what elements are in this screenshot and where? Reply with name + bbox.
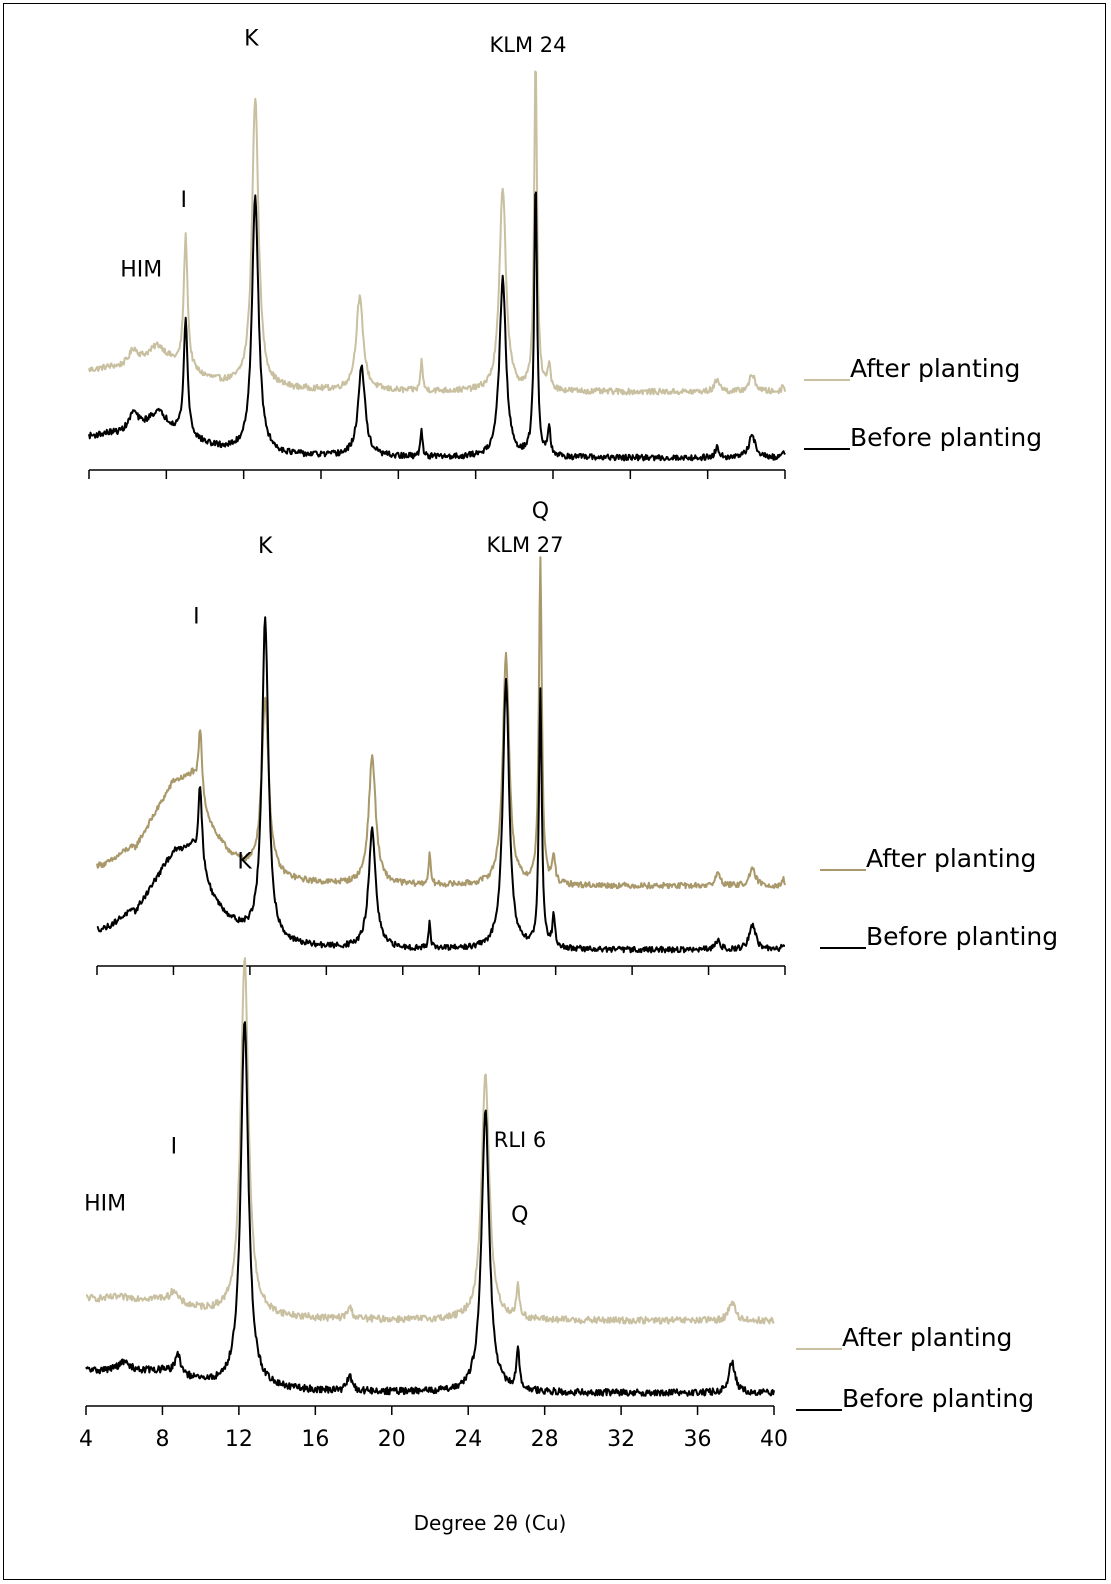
figure-frame: [3, 3, 1106, 1580]
x-tick-label: 28: [531, 1427, 559, 1452]
legend-label-before: Before planting: [866, 922, 1058, 951]
peak-label: HIM: [84, 1192, 126, 1217]
panel-rli6: RLI 6 4 8 12 16 20 24 28 32 36 40 HIM I K Q After pla…: [79, 850, 1034, 1535]
x-tick-label: 24: [454, 1427, 482, 1452]
legend-label-after: After planting: [866, 844, 1036, 873]
series-line-after: [88, 70, 786, 396]
x-tick-label: 40: [760, 1427, 788, 1452]
panel-klm27: KLM 27 I K Q After planting Before plantin…: [96, 499, 1058, 975]
panel-title: KLM 24: [490, 33, 567, 57]
series-line-before: [85, 1021, 775, 1397]
peak-label: I: [193, 605, 200, 630]
series-line-before: [88, 191, 786, 462]
peak-label: HIM: [120, 258, 162, 283]
peak-label: K: [258, 534, 273, 559]
panel-title: RLI 6: [494, 1128, 547, 1152]
peak-label: K: [237, 850, 252, 875]
legend-label-after: After planting: [842, 1323, 1012, 1352]
legend-label-before: Before planting: [850, 423, 1042, 452]
x-tick-label: 36: [684, 1427, 712, 1452]
x-tick-label: 8: [155, 1427, 169, 1452]
panel-title: KLM 27: [487, 533, 564, 557]
series-line-after: [96, 556, 786, 890]
peak-label: I: [171, 1135, 178, 1160]
peak-label: K: [244, 27, 259, 52]
peak-label: I: [180, 188, 187, 213]
x-tick-label: 16: [301, 1427, 329, 1452]
x-axis-label: Degree 2θ (Cu): [414, 1511, 567, 1535]
series-line-after: [85, 957, 775, 1325]
legend-label-after: After planting: [850, 354, 1020, 383]
x-tick-label: 20: [378, 1427, 406, 1452]
series-line-before: [96, 616, 786, 954]
x-tick-label: 4: [79, 1427, 93, 1452]
legend-label-before: Before planting: [842, 1384, 1034, 1413]
peak-label: Q: [511, 1203, 528, 1228]
peak-label: Q: [532, 499, 549, 524]
x-tick-label: 32: [607, 1427, 635, 1452]
x-tick-label: 12: [225, 1427, 253, 1452]
